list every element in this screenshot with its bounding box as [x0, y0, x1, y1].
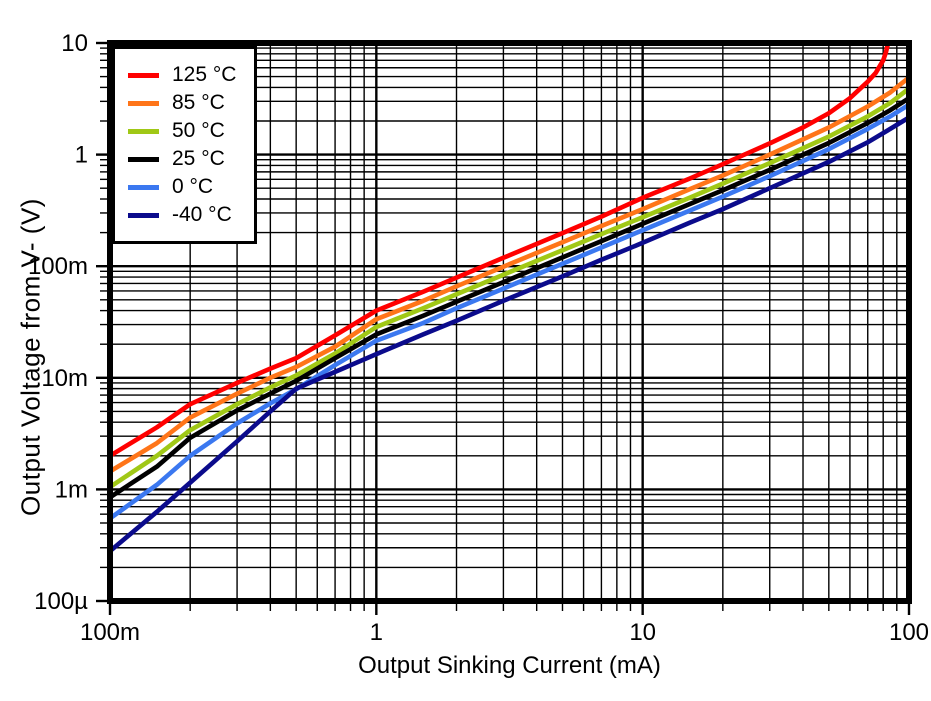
legend-label: 50 °C	[172, 119, 225, 142]
x-tick-label: 100	[889, 619, 929, 646]
series-curve-4	[107, 102, 912, 521]
series-curve-0	[107, 40, 891, 459]
legend: 125 °C 85 °C 50 °C 25 °C 0 °C -40 °C	[112, 46, 258, 244]
x-tick-label: 1	[370, 619, 383, 646]
y-tick-label: 10	[61, 30, 88, 57]
x-axis-title: Output Sinking Current (mA)	[358, 652, 661, 679]
y-tick-label: 10m	[41, 365, 88, 392]
y-tick-label: 100µ	[34, 588, 88, 615]
x-tick-label: 10	[629, 619, 656, 646]
legend-item: 0 °C	[128, 173, 242, 201]
legend-label: -40 °C	[172, 203, 232, 226]
legend-swatch-m40c-icon	[128, 212, 159, 218]
series-curve-1	[107, 75, 912, 474]
legend-label: 25 °C	[172, 147, 225, 170]
y-tick-label: 1	[75, 142, 88, 169]
series-curve-5	[107, 115, 912, 554]
plot-border	[107, 40, 912, 604]
legend-label: 85 °C	[172, 91, 225, 114]
legend-item: -40 °C	[128, 201, 242, 229]
legend-item: 50 °C	[128, 117, 242, 145]
legend-item: 125 °C	[128, 61, 242, 89]
legend-item: 85 °C	[128, 89, 242, 117]
legend-label: 0 °C	[172, 175, 214, 198]
legend-swatch-85c-icon	[128, 100, 159, 106]
series-curve-2	[107, 86, 912, 490]
y-tick-label: 1m	[55, 476, 88, 503]
y-axis-title: Output Voltage from V- (V)	[15, 198, 46, 516]
legend-swatch-125c-icon	[128, 72, 159, 78]
legend-swatch-50c-icon	[128, 128, 159, 134]
legend-swatch-0c-icon	[128, 184, 159, 190]
x-tick-label: 100m	[80, 619, 140, 646]
legend-item: 25 °C	[128, 145, 242, 173]
y-tick-label: 100m	[28, 253, 88, 280]
series-curve-3	[107, 95, 912, 500]
legend-label: 125 °C	[172, 63, 237, 86]
legend-swatch-25c-icon	[128, 156, 159, 162]
